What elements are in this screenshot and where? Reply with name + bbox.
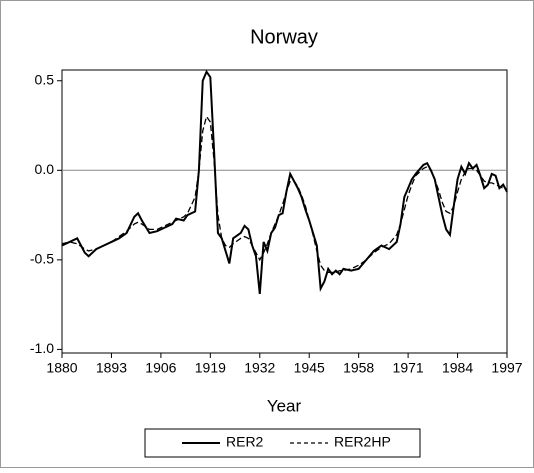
- y-tick-label: 0.0: [35, 161, 55, 177]
- x-tick-label: 1984: [442, 360, 473, 376]
- chart-title: Norway: [250, 26, 318, 48]
- x-tick-label: 1906: [145, 360, 176, 376]
- x-tick-label: 1932: [244, 360, 275, 376]
- y-tick-label: -0.5: [30, 251, 54, 267]
- legend: [144, 428, 421, 458]
- x-tick-label: 1997: [491, 360, 522, 376]
- x-tick-label: 1958: [343, 360, 374, 376]
- x-tick-label: 1880: [46, 360, 77, 376]
- y-tick-label: 0.5: [35, 71, 55, 87]
- x-tick-label: 1971: [393, 360, 424, 376]
- x-tick-label: 1919: [195, 360, 226, 376]
- x-tick-label: 1893: [96, 360, 127, 376]
- legend-label: RER2HP: [334, 434, 391, 450]
- plot-area: [61, 69, 508, 354]
- x-axis-label: Year: [267, 396, 302, 415]
- x-tick-label: 1945: [294, 360, 325, 376]
- line-series: [61, 69, 508, 294]
- legend-label: RER2: [226, 434, 264, 450]
- line-series: [61, 115, 508, 274]
- y-tick-label: -1.0: [30, 340, 54, 356]
